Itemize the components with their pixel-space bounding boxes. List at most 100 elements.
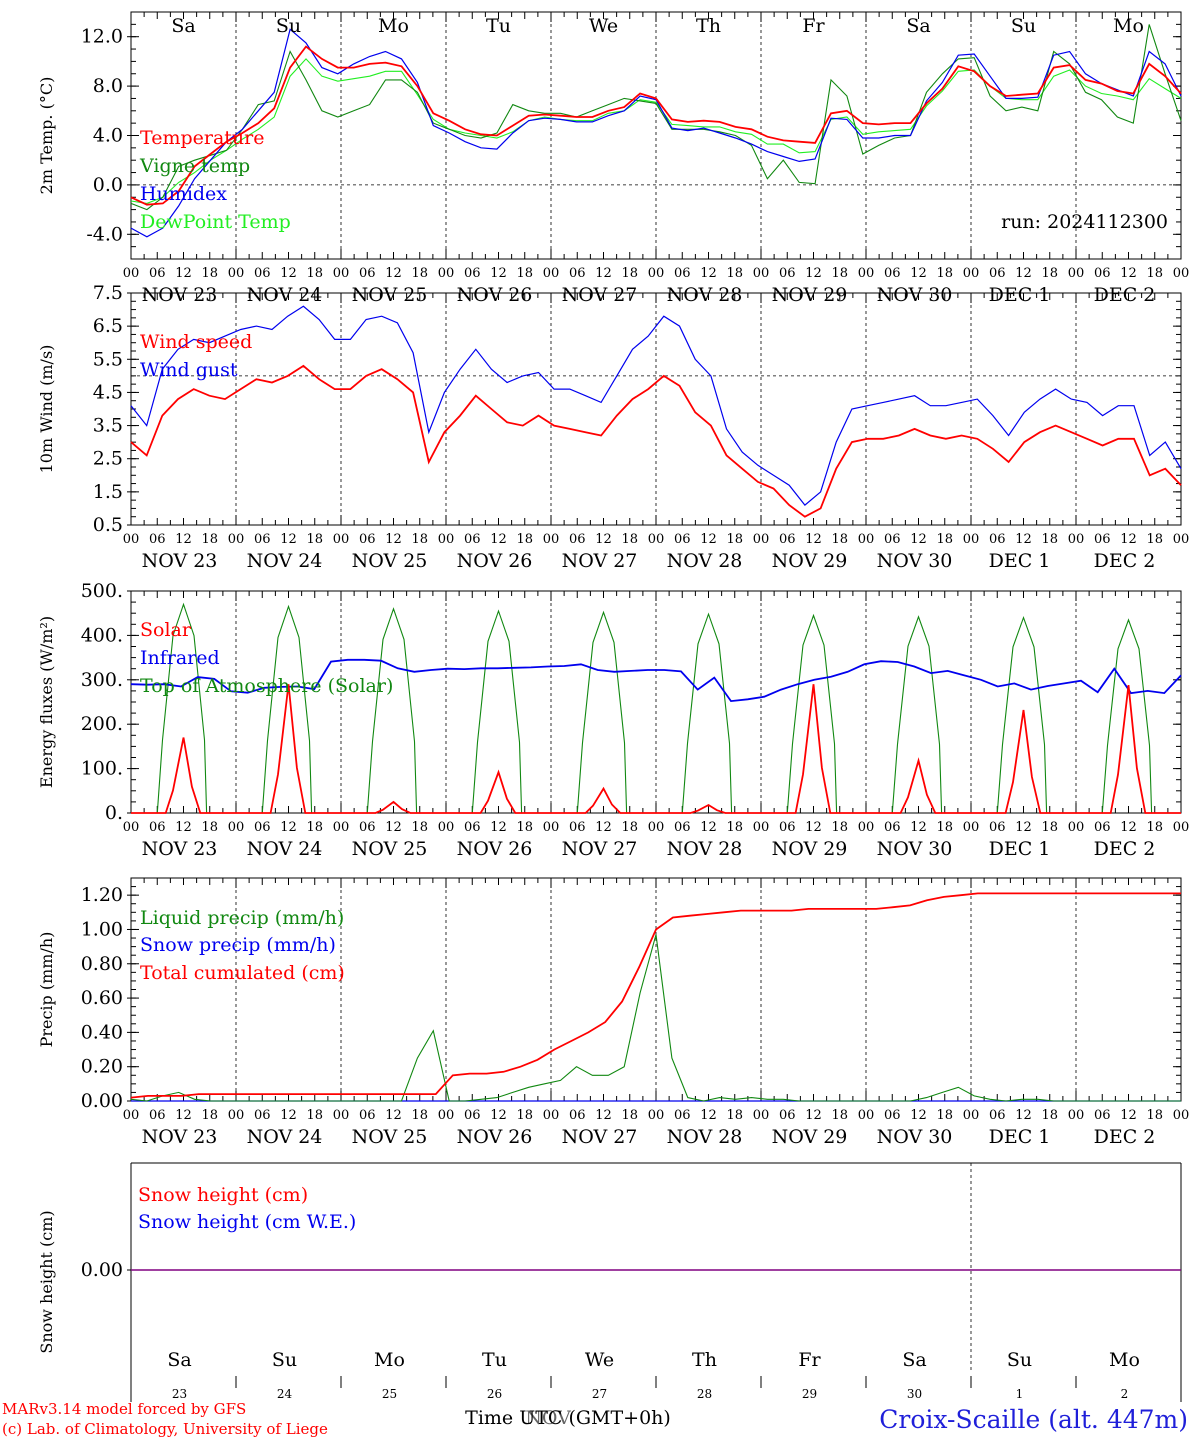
weekday-label: We [589, 15, 618, 37]
date-label: NOV 29 [772, 550, 848, 572]
credit-line-1: MARv3.14 model forced by GFS [2, 1400, 246, 1418]
ytick-label: -4.0 [86, 223, 123, 245]
weekday-label-bottom: Su [272, 1349, 297, 1371]
series-infrared [130, 658, 1182, 703]
weekday-label: Sa [171, 15, 195, 37]
ytick-label: 6.5 [93, 315, 123, 337]
date-label: NOV 28 [667, 550, 743, 572]
date-label: NOV 24 [247, 550, 323, 572]
hour-tick-label: 18 [306, 1108, 323, 1123]
hour-tick-label: 18 [936, 266, 953, 281]
hour-tick-label: 12 [175, 266, 192, 281]
station-title: Croix-Scaille (alt. 447m) [879, 1405, 1188, 1434]
hour-tick-label: 18 [306, 266, 323, 281]
hour-tick-label: 12 [910, 532, 927, 547]
date-label: NOV 24 [247, 838, 323, 860]
run-label: run: 2024112300 [1001, 211, 1168, 233]
hour-tick-label: 06 [884, 266, 901, 281]
hour-tick-label: 12 [700, 532, 717, 547]
date-label: NOV 29 [772, 284, 848, 306]
hour-tick-label: 18 [831, 266, 848, 281]
hour-tick-label: 00 [963, 266, 980, 281]
hour-tick-label: 12 [175, 532, 192, 547]
date-label: DEC 1 [989, 550, 1051, 572]
date-label: NOV 25 [352, 838, 428, 860]
hour-tick-label: 12 [280, 820, 297, 835]
weekday-label: Mo [1113, 15, 1144, 37]
weekday-label: Su [1011, 15, 1036, 37]
hour-tick-label: 00 [858, 1108, 875, 1123]
date-label: NOV 28 [667, 284, 743, 306]
date-label: DEC 1 [989, 284, 1051, 306]
weekday-label-bottom: Mo [374, 1349, 405, 1371]
ytick-label: 4.5 [93, 381, 123, 403]
hour-tick-label: 06 [779, 266, 796, 281]
day-number: 23 [172, 1387, 187, 1401]
weekday-label-bottom: We [585, 1349, 614, 1371]
hour-tick-label: 12 [1120, 266, 1137, 281]
weekday-label: Mo [378, 15, 409, 37]
ytick-label: 400. [81, 624, 123, 646]
hour-tick-label: 18 [726, 820, 743, 835]
hour-tick-label: 00 [123, 266, 140, 281]
ytick-label: 0.40 [81, 1021, 123, 1043]
date-label: NOV 23 [142, 838, 218, 860]
series-vigne [130, 24, 1182, 211]
hour-tick-label: 18 [306, 820, 323, 835]
hour-tick-label: 18 [726, 266, 743, 281]
hour-tick-label: 18 [516, 1108, 533, 1123]
ytick-label: 0.80 [81, 953, 123, 975]
hour-tick-label: 00 [438, 266, 455, 281]
hour-tick-label: 18 [1146, 532, 1163, 547]
date-label: NOV 26 [457, 1126, 533, 1148]
hour-tick-label: 00 [1173, 266, 1190, 281]
hour-tick-label: 18 [516, 266, 533, 281]
hour-tick-label: 12 [1120, 1108, 1137, 1123]
hour-tick-label: 00 [228, 266, 245, 281]
hour-tick-label: 00 [1173, 1108, 1190, 1123]
day-number: 30 [907, 1387, 922, 1401]
ytick-label: 300. [81, 669, 123, 691]
hour-tick-label: 00 [648, 1108, 665, 1123]
hour-tick-label: 06 [989, 820, 1006, 835]
hour-tick-label: 12 [1015, 266, 1032, 281]
hour-tick-label: 06 [1094, 532, 1111, 547]
date-label: NOV 25 [352, 1126, 428, 1148]
legend-snow-height-we: Snow height (cm W.E.) [138, 1211, 356, 1233]
hour-tick-label: 06 [989, 266, 1006, 281]
hour-tick-label: 06 [1094, 1108, 1111, 1123]
hour-tick-label: 06 [569, 532, 586, 547]
hour-tick-label: 00 [333, 532, 350, 547]
date-label: NOV 28 [667, 838, 743, 860]
time-axis-label-overlap: NOV [525, 1407, 571, 1429]
hour-tick-label: 00 [543, 1108, 560, 1123]
series-total-cumulated [130, 892, 1181, 1099]
hour-tick-label: 12 [910, 266, 927, 281]
date-label: NOV 25 [352, 284, 428, 306]
date-label: NOV 26 [457, 284, 533, 306]
hour-tick-label: 00 [858, 266, 875, 281]
hour-tick-label: 06 [359, 1108, 376, 1123]
weekday-label: Fr [802, 15, 825, 37]
hour-tick-label: 18 [1146, 266, 1163, 281]
hour-tick-label: 12 [490, 532, 507, 547]
weekday-label: Sa [906, 15, 930, 37]
hour-tick-label: 12 [385, 820, 402, 835]
y-axis-label: Energy fluxes (W/m²) [37, 616, 56, 788]
hour-tick-label: 18 [621, 820, 638, 835]
hour-tick-label: 06 [674, 1108, 691, 1123]
weekday-label-bottom: Sa [902, 1349, 926, 1371]
hour-tick-label: 00 [228, 820, 245, 835]
day-number: 1 [1016, 1387, 1024, 1401]
series-wind-speed [130, 364, 1182, 518]
weekday-label-bottom: Fr [798, 1349, 821, 1371]
date-label: NOV 29 [772, 838, 848, 860]
hour-tick-label: 06 [149, 1108, 166, 1123]
date-label: NOV 26 [457, 838, 533, 860]
series-liquid-precip [130, 934, 1181, 1102]
date-label: NOV 27 [562, 838, 638, 860]
hour-tick-label: 06 [674, 820, 691, 835]
hour-tick-label: 06 [569, 1108, 586, 1123]
hour-tick-label: 00 [228, 532, 245, 547]
hour-tick-label: 18 [621, 1108, 638, 1123]
